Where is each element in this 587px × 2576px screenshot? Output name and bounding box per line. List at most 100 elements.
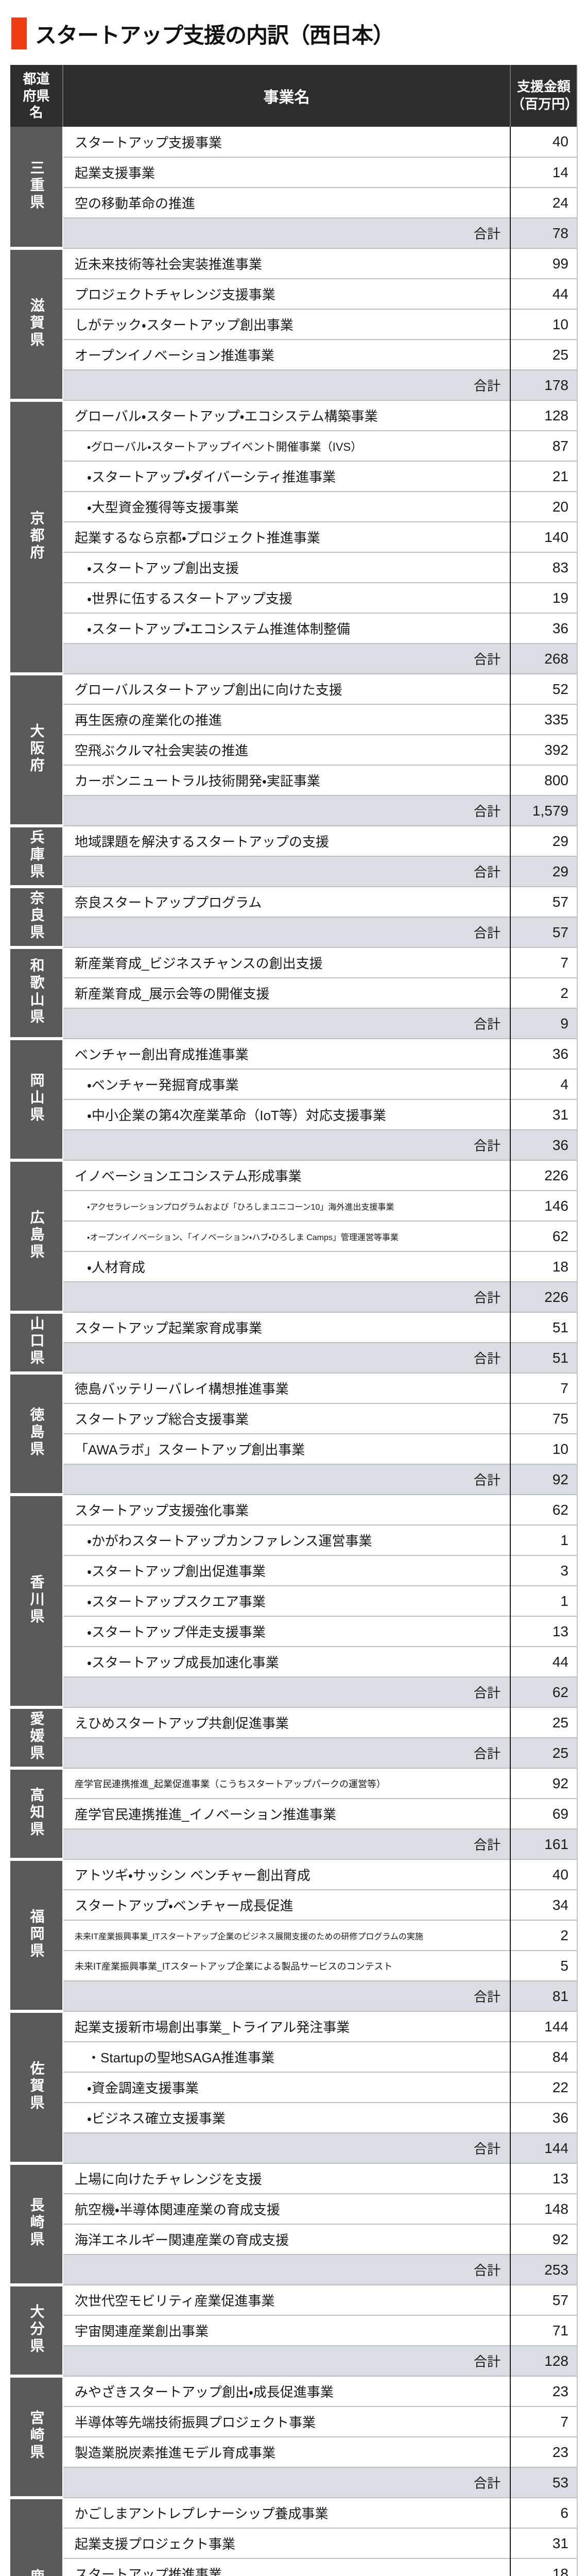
- project-row: 奈良県 奈良スタートアッププログラム 57: [10, 886, 578, 949]
- project-amount: 21: [510, 461, 578, 492]
- total-amount: 144: [510, 2132, 578, 2163]
- project-amount: 83: [510, 552, 578, 583]
- project-name: ・スタートアップスクエア事業: [63, 1585, 511, 1616]
- project-row: 香川県 スタートアップ支援強化事業 62: [10, 1494, 578, 1709]
- project-name: ・スタートアップ・エコシステム推進体制整備: [63, 613, 511, 643]
- col-header-prefecture: 都道府県名: [10, 65, 63, 127]
- total-label: 合計: [63, 643, 511, 674]
- total-row: 合計 53: [10, 2467, 578, 2498]
- project-name: 奈良スタートアッププログラム: [63, 886, 511, 917]
- total-label: 合計: [63, 1008, 511, 1039]
- prefecture-name: 大阪府: [28, 723, 45, 774]
- project-amount: 128: [510, 400, 578, 431]
- prefecture-cell: 三重県: [10, 127, 63, 250]
- project-row: 佐賀県 起業支援新市場創出事業_トライアル発注事業 144: [10, 2011, 578, 2165]
- project-row: 再生医療の産業化の推進 335: [10, 704, 578, 735]
- project-name: ・アクセラレーションプログラムおよび「ひろしまユニコーン10」海外進出支援事業: [63, 1190, 511, 1221]
- prefecture-name: 佐賀県: [28, 2060, 45, 2112]
- project-row: 未来IT産業振興事業_ITスタートアップ企業のビジネス展開支援のための研修プログ…: [10, 1920, 578, 1951]
- project-amount: 84: [510, 2041, 578, 2072]
- project-name: ・スタートアップ伴走支援事業: [63, 1616, 511, 1647]
- project-row: 製造業脱炭素推進モデル育成事業 23: [10, 2436, 578, 2467]
- total-label: 合計: [63, 217, 511, 248]
- project-row: ・資金調達支援事業 22: [10, 2072, 578, 2103]
- project-name: 未来IT産業振興事業_ITスタートアップ企業のビジネス展開支援のための研修プログ…: [63, 1920, 511, 1951]
- project-amount: 226: [510, 1160, 578, 1191]
- project-name: 上場に向けたチャレンジを支援: [63, 2163, 511, 2194]
- prefecture-cell: 鹿児島県: [10, 2498, 63, 2576]
- project-amount: 92: [510, 1768, 578, 1799]
- prefecture-name: 宮崎県: [28, 2410, 45, 2461]
- project-name: しがテック・スタートアップ創出事業: [63, 309, 511, 340]
- project-row: 長崎県 上場に向けたチャレンジを支援 13: [10, 2163, 578, 2286]
- project-amount: 6: [510, 2497, 578, 2528]
- project-amount: 24: [510, 187, 578, 218]
- project-amount: 10: [510, 1433, 578, 1464]
- project-amount: 146: [510, 1190, 578, 1221]
- project-amount: 31: [510, 2528, 578, 2558]
- prefecture-name: 長崎県: [28, 2197, 45, 2248]
- project-amount: 87: [510, 430, 578, 461]
- project-name: 地域課題を解決するスタートアップの支援: [63, 825, 511, 856]
- project-name: ・世界に伍するスタートアップ支援: [63, 582, 511, 613]
- total-label: 合計: [63, 795, 511, 826]
- total-row: 合計 81: [10, 1980, 578, 2011]
- project-row: スタートアップ総合支援事業 75: [10, 1403, 578, 1434]
- prefecture-cell: 徳島県: [10, 1373, 63, 1496]
- total-amount: 62: [510, 1676, 578, 1707]
- project-row: 高知県 産学官民連携推進_起業促進事業（こうちスタートアップパークの運営等） 92: [10, 1768, 578, 1861]
- project-row: ・ビジネス確立支援事業 36: [10, 2102, 578, 2133]
- project-row: 兵庫県 地域課題を解決するスタートアップの支援 29: [10, 825, 578, 888]
- project-amount: 44: [510, 278, 578, 309]
- total-amount: 78: [510, 217, 578, 248]
- total-label: 合計: [63, 1342, 511, 1373]
- project-name: 再生医療の産業化の推進: [63, 704, 511, 735]
- prefecture-cell: 高知県: [10, 1768, 63, 1861]
- total-row: 合計 1,579: [10, 795, 578, 826]
- prefecture-name: 岡山県: [28, 1073, 45, 1124]
- prefecture-name: 京都府: [28, 510, 45, 562]
- project-name: 海洋エネルギー関連産業の育成支援: [63, 2224, 511, 2255]
- project-name: オープンイノベーション推進事業: [63, 339, 511, 370]
- prefecture-cell: 広島県: [10, 1160, 63, 1314]
- prefecture-name: 滋賀県: [28, 297, 45, 349]
- total-row: 合計 78: [10, 217, 578, 248]
- project-amount: 99: [510, 248, 578, 279]
- project-row: ・中小企業の第4次産業革命（IoT等）対応支援事業 31: [10, 1099, 578, 1130]
- project-amount: 2: [510, 977, 578, 1008]
- project-name: ・ベンチャー発掘育成事業: [63, 1069, 511, 1099]
- col-header-amount: 支援金額 （百万円）: [510, 65, 578, 127]
- project-row: ・スタートアップスクエア事業 1: [10, 1585, 578, 1616]
- project-name: イノベーションエコシステム形成事業: [63, 1160, 511, 1191]
- prefecture-cell: 福岡県: [10, 1859, 63, 2013]
- total-row: 合計 57: [10, 917, 578, 947]
- project-row: 産学官民連携推進_イノベーション推進事業 69: [10, 1798, 578, 1829]
- project-amount: 144: [510, 2011, 578, 2042]
- project-row: ・スタートアップ伴走支援事業 13: [10, 1616, 578, 1647]
- project-amount: 44: [510, 1646, 578, 1677]
- project-amount: 1: [510, 1524, 578, 1555]
- project-name: 起業支援事業: [63, 157, 511, 188]
- total-amount: 53: [510, 2467, 578, 2498]
- project-amount: 25: [510, 1707, 578, 1738]
- project-amount: 34: [510, 1889, 578, 1920]
- project-row: ・Startupの聖地SAGA推進事業 84: [10, 2041, 578, 2072]
- project-amount: 14: [510, 157, 578, 188]
- title-row: スタートアップ支援の内訳（西日本）: [11, 18, 578, 49]
- prefecture-name: 徳島県: [28, 1407, 45, 1458]
- prefecture-cell: 大阪府: [10, 674, 63, 827]
- project-amount: 40: [510, 1859, 578, 1890]
- project-row: ・大型資金獲得等支援事業 20: [10, 491, 578, 522]
- project-amount: 13: [510, 2163, 578, 2194]
- total-row: 合計 92: [10, 1464, 578, 1495]
- total-label: 合計: [63, 2345, 511, 2376]
- page-title: スタートアップ支援の内訳（西日本）: [35, 23, 394, 47]
- total-row: 合計 9: [10, 1008, 578, 1039]
- project-row: 大分県 次世代空モビリティ産業促進事業 57: [10, 2284, 578, 2378]
- project-row: スタートアップ推進事業 18: [10, 2558, 578, 2576]
- project-amount: 800: [510, 765, 578, 795]
- project-row: ・グローバル・スタートアップイベント開催事業（IVS） 87: [10, 430, 578, 461]
- project-amount: 392: [510, 734, 578, 765]
- total-row: 合計 253: [10, 2254, 578, 2285]
- total-label: 合計: [63, 1737, 511, 1768]
